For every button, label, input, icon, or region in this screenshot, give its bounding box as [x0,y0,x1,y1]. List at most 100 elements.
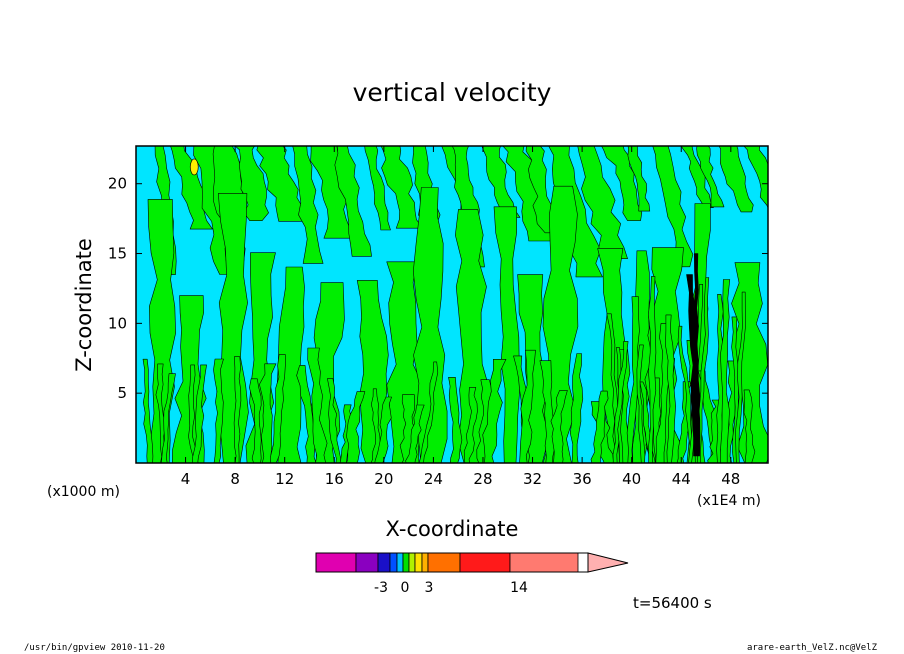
contour-region [327,378,342,463]
contour-region [735,291,746,463]
x-tick-label: 20 [374,470,393,488]
contour-region [276,266,305,463]
contour-region [270,354,286,463]
contour-region [696,146,725,208]
contour-region [405,404,425,463]
y-tick-label: 10 [108,314,127,332]
contour-region [233,356,242,463]
colorbar-label: 0 [401,580,410,596]
x-unit-right: (x1E4 m) [697,493,761,509]
contour-region [693,253,701,436]
contour-region [356,280,389,463]
contour-region [680,146,714,208]
contour-region [370,388,381,463]
contour-region [719,279,731,463]
contour-region [612,341,629,463]
colorbar: -3 0 3 14 [315,552,629,596]
colorbar-cell [377,552,391,573]
x-tick-label: 16 [325,470,344,488]
contour-region [482,359,507,463]
contour-region [374,396,392,463]
colorbar-cell [414,552,423,573]
plot-frame [135,145,769,464]
contour-region [743,389,756,463]
y-tick-label: 15 [108,245,127,263]
x-tick-label: 24 [424,470,443,488]
contour-region [307,347,328,463]
colorbar-cell [315,552,357,573]
colorbar-cell [355,552,379,573]
footer-left: /usr/bin/gpview 2010-11-20 [24,643,165,653]
contour-region [292,146,324,264]
contour-region [677,325,696,463]
colorbar-label: 3 [425,580,434,596]
y-axis-label: Z-coordinate [72,238,96,372]
contour-region [334,146,372,257]
contour-region [213,358,224,463]
contour-region [569,353,584,463]
contour-region [234,146,269,221]
contour-region [639,381,656,463]
contour-region [493,206,521,463]
contour-region [626,296,640,463]
contour-region [550,390,568,463]
contour-region [590,390,609,463]
contour-region [259,363,277,463]
y-tick-label: 5 [117,384,127,402]
contour-region [249,378,262,463]
x-tick-label: 44 [672,470,691,488]
x-tick-label: 36 [573,470,592,488]
velocity-field [142,146,768,463]
x-tick-label: 8 [230,470,240,488]
contour-region [519,349,536,463]
colorbar-labels: -3 0 3 14 [374,580,528,596]
x-tick-label: 32 [523,470,542,488]
contour-region [161,373,176,463]
contour-region [636,344,646,463]
contour-region [542,185,579,463]
contour-region [418,361,439,463]
colorbar-cell [389,552,398,573]
contour-region [697,277,710,463]
x-tick-label: 12 [275,470,294,488]
contour-region [577,146,628,259]
colorbar-arrow [587,552,629,573]
y-tick-label: 20 [108,175,127,193]
colorbar-frame [315,552,589,573]
time-label: t=56400 s [633,594,712,612]
colorbar-cell [421,552,429,573]
chart-title: vertical velocity [353,78,552,107]
contour-region [296,365,317,463]
x-tick-label: 48 [721,470,740,488]
contour-region [539,360,556,463]
colorbar-label: -3 [374,580,388,596]
contour-region [448,377,463,463]
colorbar-cell [427,552,461,573]
contour-region [652,146,694,268]
contour-region [364,146,391,231]
colorbar-cell [459,552,511,573]
colorbar-cell [396,552,404,573]
contour-region [386,261,424,463]
x-axis-ticks: 4 8 12 16 20 24 28 32 36 40 44 48 [181,146,740,488]
colorbar-cell [402,552,410,573]
colorbar-cell [509,552,579,573]
colorbar-cells [315,552,579,573]
maximum-region [189,158,199,176]
x-tick-label: 4 [181,470,191,488]
contour-region [463,387,478,463]
contour-region [155,363,166,463]
contour-region [718,146,754,213]
contour-region [413,187,448,463]
contour-region [665,314,676,463]
footer-right: arare-earth_VelZ.nc@VelZ [747,643,878,653]
colorbar-label: 14 [510,580,528,596]
contour-region [188,364,199,463]
x-tick-label: 40 [622,470,641,488]
contour-region [627,146,651,212]
contour-region [191,364,207,463]
x-unit-left: (x1000 m) [47,484,120,500]
contour-region [455,209,490,463]
